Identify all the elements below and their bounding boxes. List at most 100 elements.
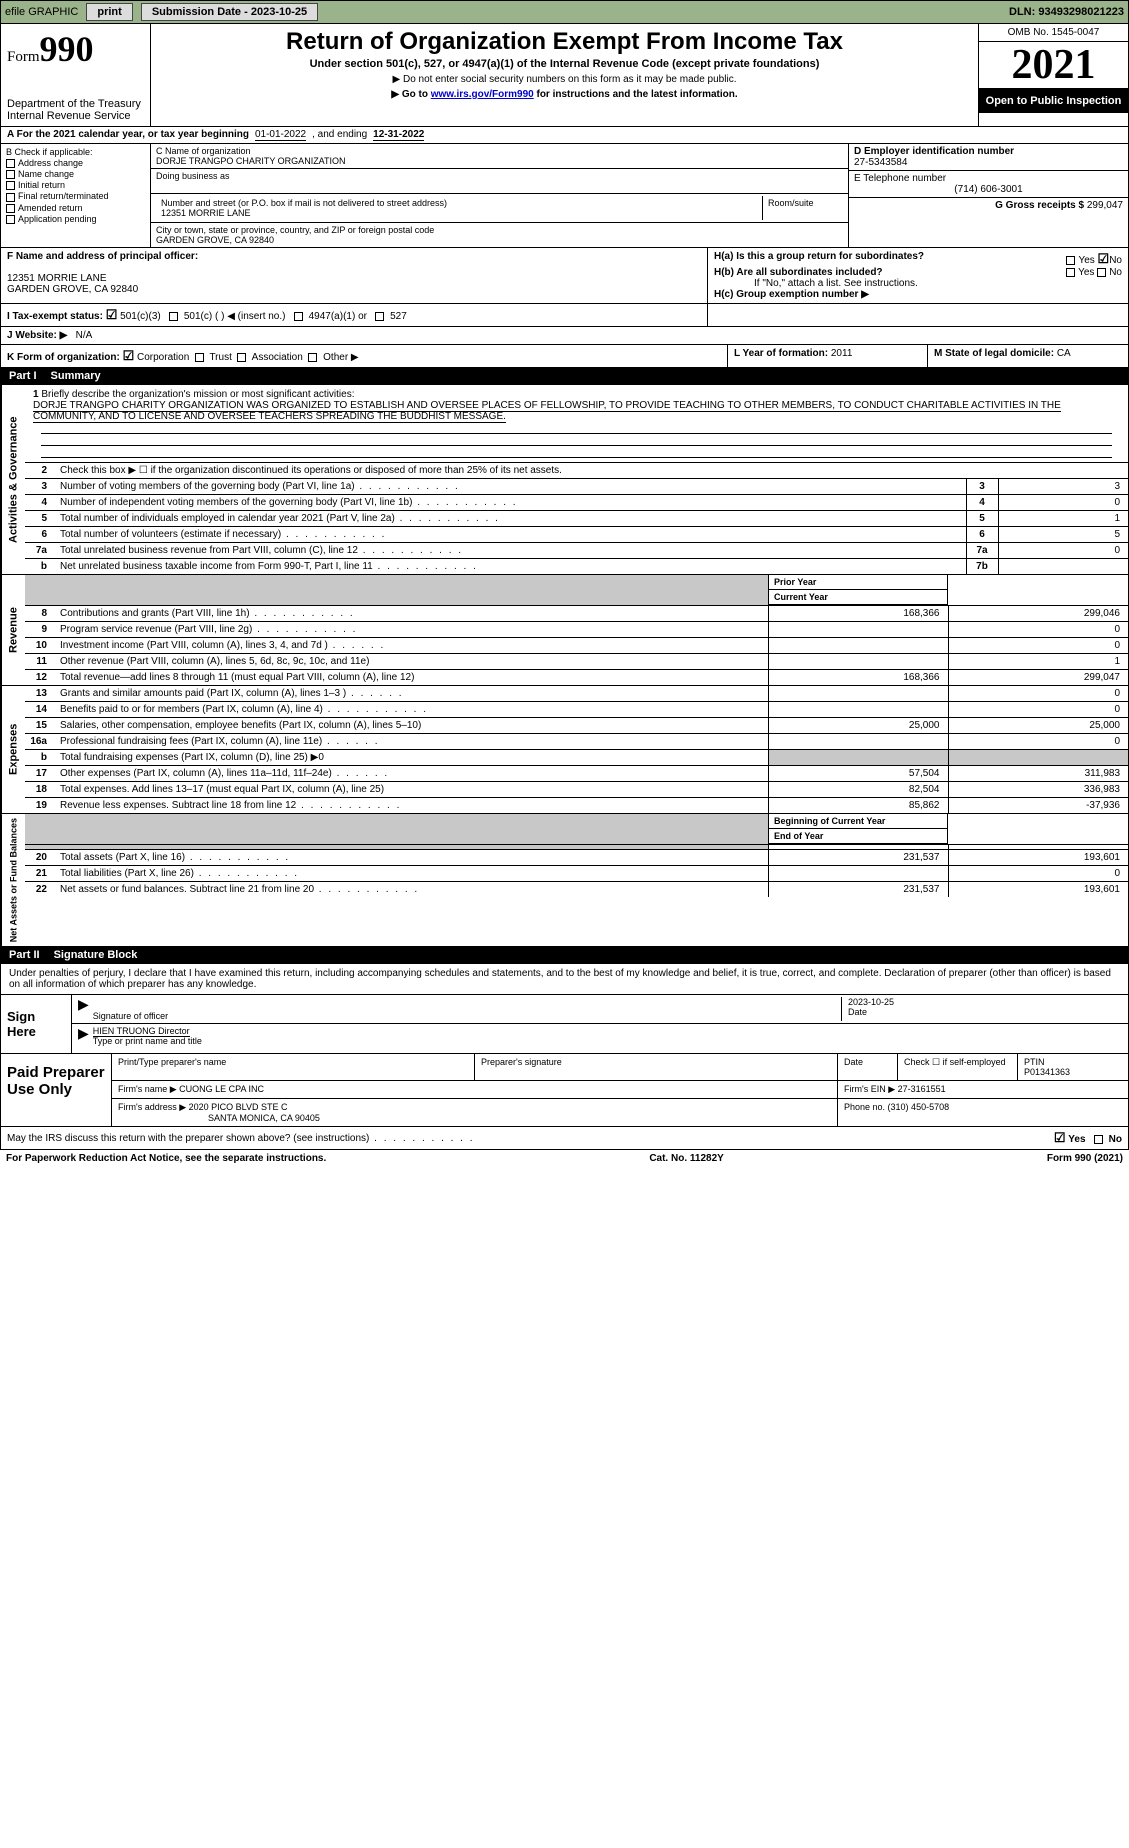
section-net-assets: Net Assets or Fund Balances Beginning of… xyxy=(0,814,1129,947)
firm-addr1: 2020 PICO BLVD STE C xyxy=(189,1102,288,1112)
declaration-text: Under penalties of perjury, I declare th… xyxy=(0,964,1129,995)
box-c: C Name of organization DORJE TRANGPO CHA… xyxy=(151,144,848,247)
governance-table: 2Check this box ▶ ☐ if the organization … xyxy=(25,462,1128,574)
efile-topbar: efile GRAPHIC print Submission Date - 20… xyxy=(0,0,1129,24)
page-footer: For Paperwork Reduction Act Notice, see … xyxy=(0,1150,1129,1167)
hb-answer: Yes No xyxy=(1066,267,1122,278)
table-row: 17Other expenses (Part IX, column (A), l… xyxy=(25,766,1128,782)
website-value: N/A xyxy=(76,330,93,341)
form-title: Return of Organization Exempt From Incom… xyxy=(159,28,970,56)
section-revenue: Revenue Prior YearCurrent Year 8Contribu… xyxy=(0,575,1129,686)
part2-title: Signature Block xyxy=(54,949,138,961)
cb-final-return[interactable]: Final return/terminated xyxy=(6,191,145,201)
ptin-value: P01341363 xyxy=(1024,1067,1070,1077)
part1-header: Part I Summary xyxy=(0,368,1129,385)
table-row: 6Total number of volunteers (estimate if… xyxy=(25,527,1128,543)
officer-addr2: GARDEN GROVE, CA 92840 xyxy=(7,284,138,295)
sign-here-label: Sign Here xyxy=(1,995,71,1053)
row-f-h: F Name and address of principal officer:… xyxy=(0,248,1129,304)
prep-sig-hdr: Preparer's signature xyxy=(475,1054,838,1080)
org-name: DORJE TRANGPO CHARITY ORGANIZATION xyxy=(156,156,843,166)
table-row: 7aTotal unrelated business revenue from … xyxy=(25,543,1128,559)
discuss-answer: ☑ Yes No xyxy=(1054,1130,1122,1146)
cb-app-pending[interactable]: Application pending xyxy=(6,214,145,224)
table-row: 11Other revenue (Part VIII, column (A), … xyxy=(25,654,1128,670)
sign-here-block: Sign Here ▶ Signature of officer 2023-10… xyxy=(0,995,1129,1054)
row-k: K Form of organization: ☑ Corporation Tr… xyxy=(0,345,1129,368)
year-begin: 01-01-2022 xyxy=(255,129,306,141)
part2-header: Part II Signature Block xyxy=(0,947,1129,964)
state-domicile: CA xyxy=(1057,348,1071,359)
table-row: 4Number of independent voting members of… xyxy=(25,495,1128,511)
tel-value: (714) 606-3001 xyxy=(854,184,1123,195)
table-row: 20Total assets (Part X, line 16)231,5371… xyxy=(25,850,1128,866)
cb-initial-return[interactable]: Initial return xyxy=(6,180,145,190)
city-value: GARDEN GROVE, CA 92840 xyxy=(156,235,843,245)
goto-note: ▶ Go to www.irs.gov/Form990 for instruct… xyxy=(159,89,970,100)
submission-date-button[interactable]: Submission Date - 2023-10-25 xyxy=(141,3,318,21)
city-label: City or town, state or province, country… xyxy=(156,225,843,235)
section-expenses: Expenses 13Grants and similar amounts pa… xyxy=(0,686,1129,814)
box-f-label: F Name and address of principal officer: xyxy=(7,251,198,262)
vtab-net-assets: Net Assets or Fund Balances xyxy=(1,814,25,946)
table-row: 16aProfessional fundraising fees (Part I… xyxy=(25,734,1128,750)
cb-address-change[interactable]: Address change xyxy=(6,158,145,168)
header-right: OMB No. 1545-0047 2021 Open to Public In… xyxy=(978,24,1128,126)
officer-name-label: Type or print name and title xyxy=(93,1036,202,1046)
form-header: Form990 Department of the Treasury Inter… xyxy=(0,24,1129,127)
form-number: Form990 xyxy=(7,28,144,70)
vtab-activities: Activities & Governance xyxy=(1,385,25,574)
ein-label: D Employer identification number xyxy=(854,146,1014,157)
table-row: 12Total revenue—add lines 8 through 11 (… xyxy=(25,670,1128,686)
firm-name: CUONG LE CPA INC xyxy=(179,1084,264,1094)
revenue-table: Prior YearCurrent Year 8Contributions an… xyxy=(25,575,1128,685)
row-a-tax-year: A For the 2021 calendar year, or tax yea… xyxy=(0,127,1129,144)
expenses-table: 13Grants and similar amounts paid (Part … xyxy=(25,686,1128,813)
cb-name-change[interactable]: Name change xyxy=(6,169,145,179)
header-mid: Return of Organization Exempt From Incom… xyxy=(151,24,978,126)
table-row: 8Contributions and grants (Part VIII, li… xyxy=(25,606,1128,622)
table-row: 22Net assets or fund balances. Subtract … xyxy=(25,882,1128,898)
vtab-expenses: Expenses xyxy=(1,686,25,813)
omb-number: OMB No. 1545-0047 xyxy=(979,24,1128,42)
ssn-note: ▶ Do not enter social security numbers o… xyxy=(159,74,970,85)
arrow-icon: ▶ xyxy=(78,1026,89,1046)
header-left: Form990 Department of the Treasury Inter… xyxy=(1,24,151,126)
sig-date-value: 2023-10-25 xyxy=(848,997,894,1007)
paid-preparer-label: Paid Preparer Use Only xyxy=(1,1054,111,1126)
print-button[interactable]: print xyxy=(86,3,132,21)
org-name-label: C Name of organization xyxy=(156,146,843,156)
part1-label: Part I xyxy=(9,370,37,382)
irs-label: Internal Revenue Service xyxy=(7,110,144,122)
table-row: 5Total number of individuals employed in… xyxy=(25,511,1128,527)
prep-name-hdr: Print/Type preparer's name xyxy=(112,1054,475,1080)
row-i-tax-status: I Tax-exempt status: ☑ 501(c)(3) 501(c) … xyxy=(0,304,1129,327)
tel-label: E Telephone number xyxy=(854,173,1123,184)
addr-label: Number and street (or P.O. box if mail i… xyxy=(161,198,757,208)
table-row: 18Total expenses. Add lines 13–17 (must … xyxy=(25,782,1128,798)
section-bcd: B Check if applicable: Address change Na… xyxy=(0,144,1129,248)
ha-answer: Yes ☑No xyxy=(1066,251,1122,267)
sig-officer-label: Signature of officer xyxy=(93,997,842,1021)
part2-label: Part II xyxy=(9,949,40,961)
firm-addr2: SANTA MONICA, CA 90405 xyxy=(118,1113,320,1123)
year-end: 12-31-2022 xyxy=(373,129,424,141)
box-b-title: B Check if applicable: xyxy=(6,147,145,157)
dept-label: Department of the Treasury xyxy=(7,98,144,110)
hb-label: H(b) Are all subordinates included? xyxy=(714,267,883,278)
sig-date-label: Date xyxy=(848,1007,867,1017)
dba-label: Doing business as xyxy=(151,169,848,194)
table-row: 3Number of voting members of the governi… xyxy=(25,479,1128,495)
table-row: 15Salaries, other compensation, employee… xyxy=(25,718,1128,734)
prep-date-hdr: Date xyxy=(838,1054,898,1080)
cb-amended[interactable]: Amended return xyxy=(6,203,145,213)
firm-ein: 27-3161551 xyxy=(898,1084,946,1094)
instructions-link[interactable]: www.irs.gov/Form990 xyxy=(431,89,534,100)
efile-label: efile GRAPHIC xyxy=(5,6,78,18)
hb-note: If "No," attach a list. See instructions… xyxy=(714,278,1122,289)
paperwork-notice: For Paperwork Reduction Act Notice, see … xyxy=(6,1153,326,1164)
officer-addr1: 12351 MORRIE LANE xyxy=(7,273,107,284)
room-label: Room/suite xyxy=(763,196,843,220)
box-d: D Employer identification number 27-5343… xyxy=(848,144,1128,247)
discuss-text: May the IRS discuss this return with the… xyxy=(7,1133,475,1144)
